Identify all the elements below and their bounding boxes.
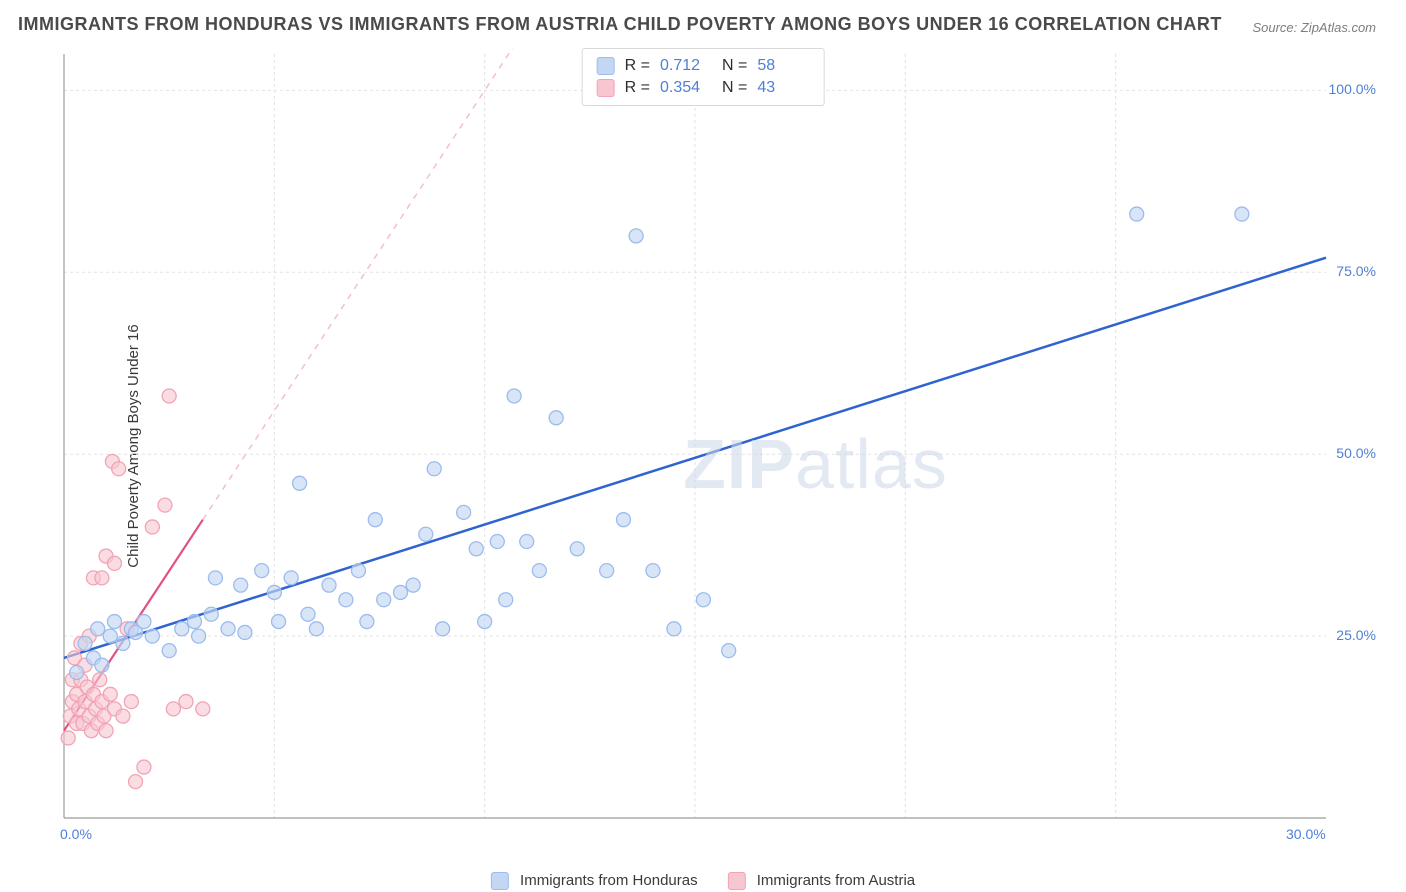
stat-label-n: N = (722, 79, 747, 97)
stat-label-r: R = (625, 79, 650, 97)
chart-title: IMMIGRANTS FROM HONDURAS VS IMMIGRANTS F… (18, 14, 1222, 35)
correlation-stats-box: R = 0.712 N = 58 R = 0.354 N = 43 (582, 48, 825, 106)
series-swatch (597, 79, 615, 97)
stats-row: R = 0.354 N = 43 (597, 77, 810, 99)
stat-label-n: N = (722, 57, 747, 75)
stat-label-r: R = (625, 57, 650, 75)
legend-item: Immigrants from Austria (728, 872, 916, 890)
legend-label: Immigrants from Honduras (520, 872, 698, 889)
source-attribution: Source: ZipAtlas.com (1252, 20, 1376, 35)
stat-value-n: 43 (757, 79, 809, 97)
legend-label: Immigrants from Austria (757, 872, 915, 889)
series-swatch (597, 57, 615, 75)
chart-area (56, 48, 1376, 848)
x-tick-label: 30.0% (1286, 826, 1326, 842)
stat-value-r: 0.712 (660, 57, 712, 75)
stat-value-r: 0.354 (660, 79, 712, 97)
legend-swatch (728, 872, 746, 890)
y-tick-label: 50.0% (1336, 445, 1376, 461)
scatter-chart-svg (56, 48, 1376, 848)
legend-swatch (491, 872, 509, 890)
legend-bottom: Immigrants from Honduras Immigrants from… (491, 872, 915, 890)
stat-value-n: 58 (757, 57, 809, 75)
y-tick-label: 25.0% (1336, 627, 1376, 643)
stats-row: R = 0.712 N = 58 (597, 55, 810, 77)
x-tick-label: 0.0% (60, 826, 92, 842)
y-tick-label: 75.0% (1336, 263, 1376, 279)
legend-item: Immigrants from Honduras (491, 872, 698, 890)
y-tick-label: 100.0% (1329, 81, 1376, 97)
